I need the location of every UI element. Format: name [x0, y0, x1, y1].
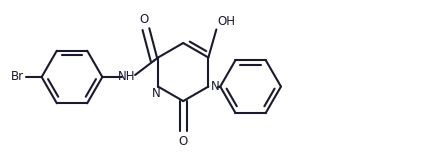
- Text: N: N: [152, 87, 160, 100]
- Text: O: O: [139, 13, 148, 26]
- Text: Br: Br: [11, 71, 24, 84]
- Text: NH: NH: [118, 71, 136, 84]
- Text: OH: OH: [217, 15, 235, 28]
- Text: N: N: [211, 80, 220, 93]
- Text: O: O: [179, 135, 188, 148]
